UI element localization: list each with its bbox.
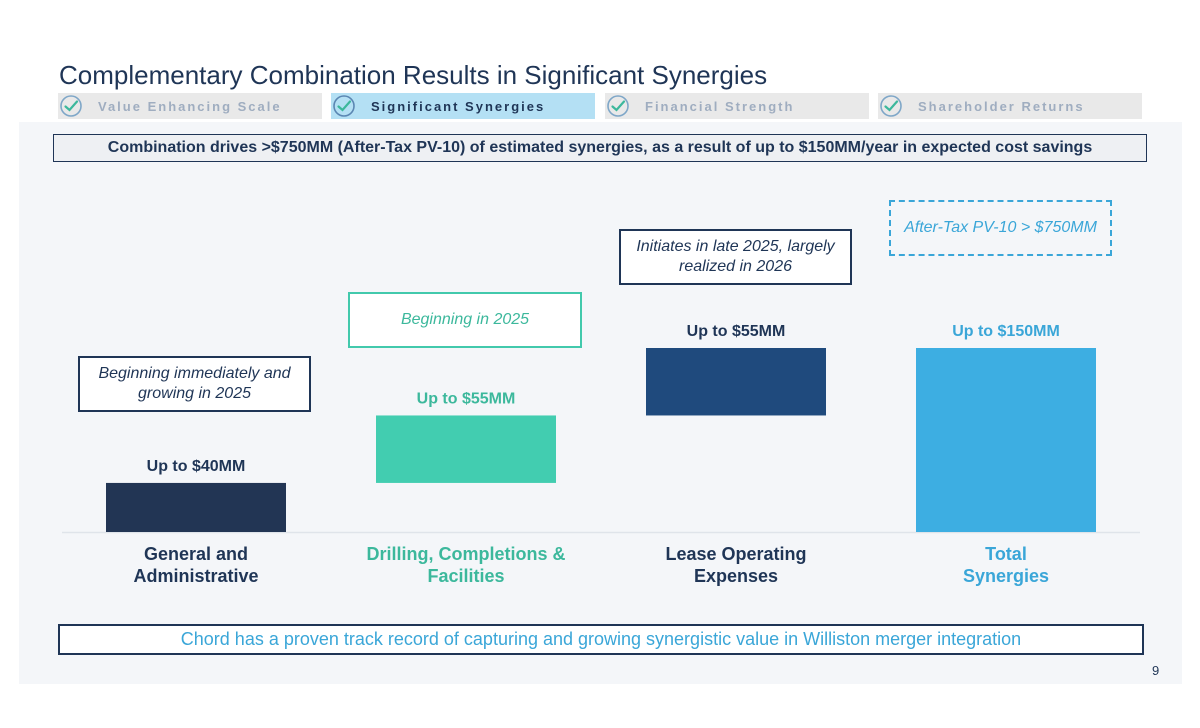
tab-label: Financial Strength — [645, 98, 795, 114]
bar-value-label: Up to $55MM — [417, 390, 516, 407]
bar-3 — [646, 348, 826, 416]
tab-value-enhancing-scale[interactable]: Value Enhancing Scale — [58, 93, 322, 119]
headline-callout: Combination drives >$750MM (After-Tax PV… — [53, 134, 1147, 162]
checkmark-icon — [331, 93, 357, 119]
bar-value-label: Up to $55MM — [687, 323, 786, 340]
checkmark-icon — [605, 93, 631, 119]
checkmark-icon — [58, 93, 84, 119]
note-dcf: Beginning in 2025 — [348, 292, 582, 348]
bar-4 — [916, 348, 1096, 532]
category-label: General and Administrative — [133, 544, 258, 586]
tab-label: Shareholder Returns — [918, 98, 1085, 114]
tab-label: Value Enhancing Scale — [98, 98, 282, 114]
note-ga: Beginning immediately and growing in 202… — [78, 356, 311, 412]
bar-value-label: Up to $150MM — [952, 323, 1060, 340]
page-title: Complementary Combination Results in Sig… — [59, 60, 768, 90]
tab-shareholder-returns[interactable]: Shareholder Returns — [878, 93, 1142, 119]
bar-value-label: Up to $40MM — [147, 458, 246, 475]
page-number: 9 — [1152, 663, 1160, 678]
bar-2 — [376, 415, 556, 483]
footer-callout: Chord has a proven track record of captu… — [58, 624, 1144, 655]
bar-1 — [106, 482, 286, 532]
tab-significant-synergies[interactable]: Significant Synergies — [331, 93, 595, 119]
note-total: After-Tax PV-10 > $750MM — [889, 200, 1112, 256]
checkmark-icon — [878, 93, 904, 119]
category-label: Total Synergies — [963, 544, 1049, 586]
tab-label: Significant Synergies — [371, 98, 546, 114]
note-loe: Initiates in late 2025, largely realized… — [619, 229, 852, 285]
category-label: Drilling, Completions & Facilities — [366, 544, 565, 586]
tab-financial-strength[interactable]: Financial Strength — [605, 93, 869, 119]
category-label: Lease Operating Expenses — [665, 544, 806, 586]
